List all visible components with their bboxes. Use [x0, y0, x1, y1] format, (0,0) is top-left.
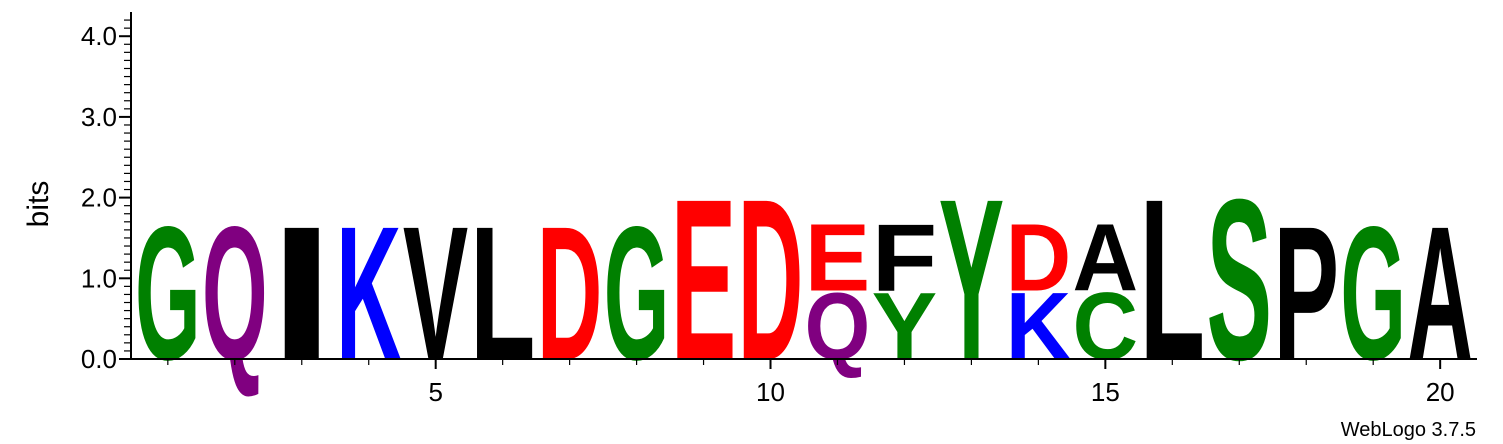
axis-layer: 0.0 1.0 2.0 3.0 4.0 5 10 15 20	[81, 12, 1477, 407]
x-tick-label: 20	[1426, 377, 1455, 407]
y-tick-label: 0.0	[81, 344, 117, 374]
logo-letter-e: E	[805, 204, 871, 311]
y-tick-label: 4.0	[81, 21, 117, 51]
logo-letter-d: D	[1006, 204, 1072, 310]
logo-letter-l: L	[470, 187, 536, 400]
y-axis-title: bits	[22, 181, 55, 228]
x-tick-label: 15	[1091, 377, 1120, 407]
logo-letter-k: K	[336, 187, 402, 400]
y-tick-label: 2.0	[81, 183, 117, 213]
logo-letter-l: L	[1139, 153, 1205, 409]
logo-letter-g: G	[1340, 188, 1406, 400]
y-tick-label: 3.0	[81, 102, 117, 132]
logo-letter-y: Y	[939, 152, 1005, 408]
x-tick-label: 10	[756, 377, 785, 407]
logo-letter-f: F	[872, 204, 938, 311]
x-tick-label: 5	[428, 377, 442, 407]
logo-letter-s: S	[1206, 152, 1272, 408]
logo-letter-g: G	[604, 188, 670, 400]
logo-letter-q: Q	[202, 188, 268, 400]
logo-letter-i: I	[269, 188, 335, 400]
logo-letter-p: P	[1273, 188, 1339, 400]
logo-letter-d: D	[537, 187, 603, 400]
logo-letter-g: G	[135, 188, 201, 400]
logo-letter-d: D	[738, 153, 804, 409]
logo-letter-a: A	[1073, 204, 1139, 310]
weblogo-credit: WebLogo 3.7.5	[1341, 419, 1476, 441]
y-tick-label: 1.0	[81, 263, 117, 293]
logo-letter-e: E	[671, 152, 737, 408]
